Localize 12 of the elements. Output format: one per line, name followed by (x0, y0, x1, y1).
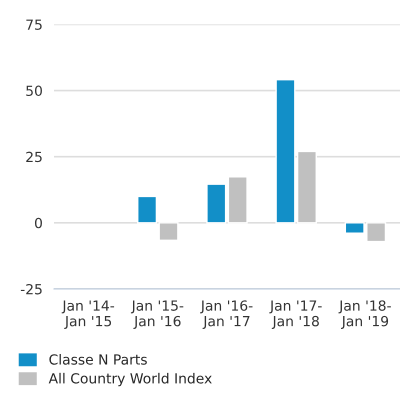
legend-label: Classe N Parts (49, 354, 147, 365)
y-tick-label: 75 (26, 20, 42, 30)
x-tick-label: Jan '15- Jan '16 (130, 300, 184, 329)
x-tick-label: Jan '17- Jan '18 (269, 300, 322, 329)
x-tick-label: Jan '18- Jan '19 (338, 300, 391, 329)
legend-label: All Country World Index (48, 372, 212, 386)
x-tick-label: Jan '16- Jan '17 (200, 300, 252, 329)
y-tick-label: 50 (26, 86, 42, 96)
y-tick-label: 0 (34, 218, 42, 228)
y-tick-label: -25 (20, 284, 42, 294)
y-tick-label: 25 (26, 152, 42, 162)
x-tick-label: Jan '14- Jan '15 (62, 300, 114, 329)
